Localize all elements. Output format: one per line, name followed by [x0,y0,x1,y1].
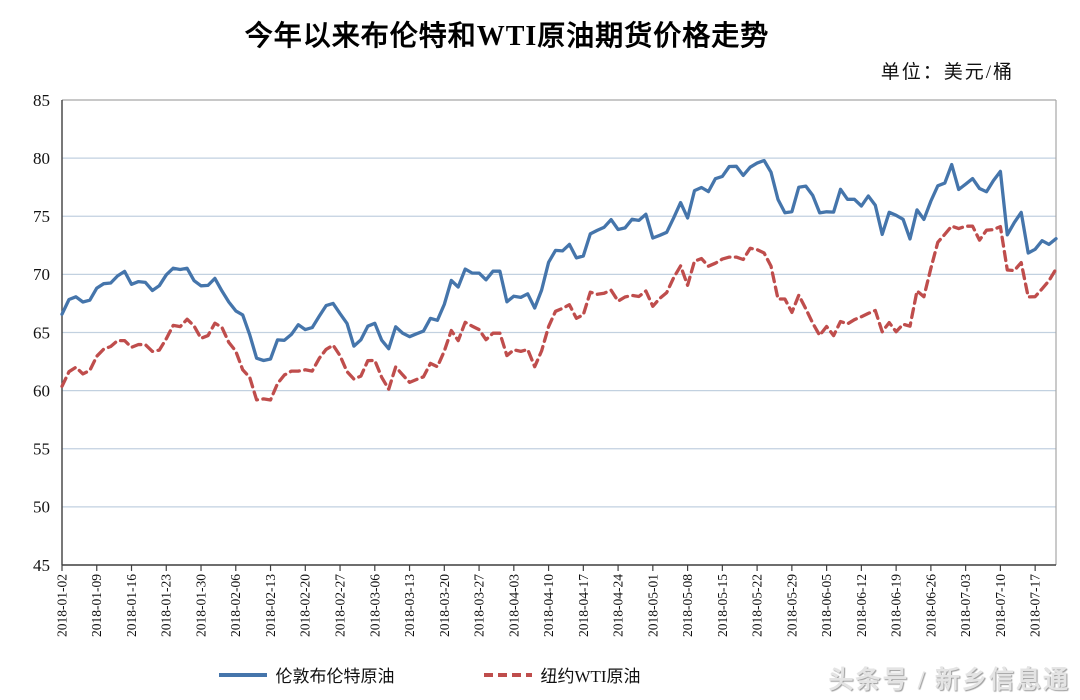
brent-solid-line-icon [219,672,268,677]
chart-title: 今年以来布伦特和WTI原油期货价格走势 [244,21,770,52]
legend-item-wti: 纽约WTI原油 [484,662,641,687]
x-tick-label: 2018-02-27 [332,574,347,637]
x-tick-label: 2018-07-17 [1028,574,1043,637]
x-tick-label: 2018-01-23 [159,574,174,637]
y-tick-label: 80 [33,149,50,168]
x-tick-label: 2018-01-16 [124,574,139,637]
wti-price-line [60,224,1058,402]
y-tick-label: 85 [33,91,50,110]
x-tick-label: 2018-06-12 [854,574,869,637]
x-tick-label: 2018-03-13 [402,574,417,637]
x-tick-label: 2018-03-20 [437,574,452,637]
x-tick-label: 2018-05-22 [750,574,765,637]
chart-legend: 伦敦布伦特原油 纽约WTI原油 [0,662,860,687]
x-tick-label: 2018-01-02 [54,574,69,637]
x-tick-label: 2018-04-24 [611,574,626,637]
x-tick-label: 2018-06-05 [819,574,834,637]
x-tick-label: 2018-03-06 [367,574,382,637]
y-tick-label: 60 [33,381,50,400]
wti-dashed-line-icon [484,672,533,677]
y-tick-label: 70 [33,265,50,284]
x-tick-label: 2018-05-29 [784,574,799,637]
x-tick-label: 2018-01-09 [89,574,104,637]
x-tick-label: 2018-04-10 [541,574,556,637]
brent-price-line [60,158,1058,363]
legend-label-brent: 伦敦布伦特原油 [275,667,395,686]
x-tick-label: 2018-05-15 [715,574,730,637]
x-tick-label: 2018-03-27 [472,574,487,637]
x-tick-label: 2018-04-03 [506,574,521,637]
legend-label-wti: 纽约WTI原油 [540,667,641,686]
unit-label: 单位：美元/桶 [880,62,1014,83]
y-tick-label: 65 [33,323,50,342]
price-line-chart: 45 50 55 60 65 70 75 80 85 2018-01-02 2018-01-09 20… [33,91,1058,637]
x-tick-label: 2018-02-20 [298,574,313,637]
x-tick-label: 2018-02-13 [263,574,278,637]
y-tick-label: 75 [33,207,50,226]
x-tick-label: 2018-05-01 [645,574,660,637]
x-tick-label: 2018-01-30 [193,574,208,637]
x-tick-label: 2018-07-03 [958,574,973,637]
x-tick-label: 2018-04-17 [576,574,591,637]
x-tick-label: 2018-05-08 [680,574,695,637]
x-tick-label: 2018-06-26 [923,574,938,637]
watermark-source-text: 头条号 / 新乡信息通 [828,667,1070,694]
y-tick-label: 55 [33,440,50,459]
y-tick-label: 45 [33,556,50,575]
y-tick-label: 50 [33,498,50,517]
legend-item-brent: 伦敦布伦特原油 [219,662,394,687]
x-tick-label: 2018-06-19 [889,574,904,637]
x-tick-label: 2018-02-06 [228,574,243,637]
x-tick-label: 2018-07-10 [993,574,1008,637]
